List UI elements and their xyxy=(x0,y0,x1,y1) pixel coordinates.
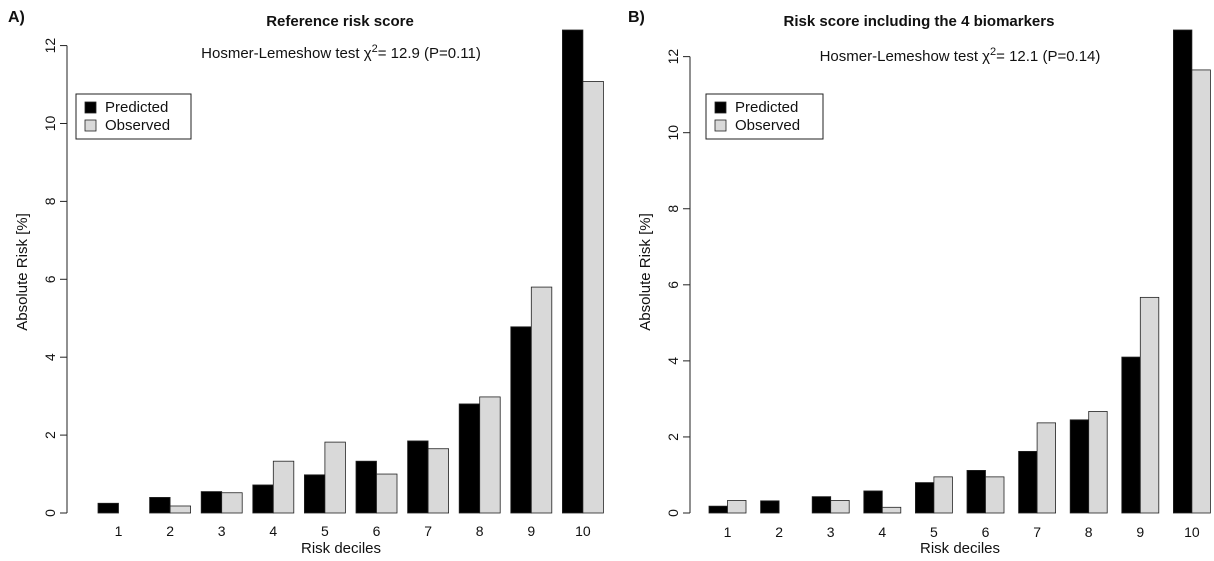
bar-observed xyxy=(1191,69,1211,514)
y-tick-label: 2 xyxy=(665,433,681,441)
bar-observed xyxy=(830,500,850,514)
panel-label: B) xyxy=(628,9,645,26)
bar-predicted xyxy=(966,470,986,514)
bar-observed xyxy=(324,441,346,514)
bar-predicted xyxy=(708,505,728,514)
y-tick-label: 8 xyxy=(665,205,681,213)
bar-predicted xyxy=(562,29,584,514)
bar-predicted xyxy=(1121,356,1141,514)
bar-observed xyxy=(479,396,501,514)
x-tick-label: 7 xyxy=(424,523,432,539)
legend-label: Observed xyxy=(735,117,800,134)
y-tick-label: 0 xyxy=(42,509,58,517)
bar-predicted xyxy=(149,497,171,514)
bar-observed xyxy=(881,506,902,514)
x-tick-label: 5 xyxy=(930,524,938,540)
bar-observed xyxy=(376,473,398,514)
x-tick-label: 8 xyxy=(1085,524,1093,540)
x-tick-label: 10 xyxy=(1184,524,1200,540)
bar-predicted xyxy=(915,482,935,514)
y-tick-label: 2 xyxy=(42,431,58,439)
x-tick-label: 4 xyxy=(269,523,277,539)
bar-predicted xyxy=(1069,419,1090,514)
x-tick-label: 4 xyxy=(878,524,886,540)
bar-observed xyxy=(530,286,553,514)
x-tick-label: 10 xyxy=(575,523,591,539)
bar-observed xyxy=(582,81,604,514)
y-tick-label: 12 xyxy=(665,49,681,65)
chart-title: Risk score including the 4 biomarkers xyxy=(784,13,1055,30)
hl-annotation: Hosmer-Lemeshow test χ2= 12.1 (P=0.14) xyxy=(820,46,1101,65)
x-tick-label: 2 xyxy=(775,524,783,540)
bar-observed xyxy=(169,505,192,514)
y-tick-label: 12 xyxy=(42,38,58,54)
bar-predicted xyxy=(303,474,326,514)
legend-swatch xyxy=(84,101,97,114)
legend-box xyxy=(705,93,824,140)
y-tick-label: 10 xyxy=(665,125,681,141)
bar-predicted xyxy=(355,460,377,514)
x-tick-label: 1 xyxy=(115,523,123,539)
bar-observed xyxy=(933,476,953,514)
y-tick-label: 4 xyxy=(42,353,58,361)
bar-predicted xyxy=(760,500,780,514)
bar-predicted xyxy=(811,496,832,514)
x-tick-label: 5 xyxy=(321,523,329,539)
x-tick-label: 8 xyxy=(476,523,484,539)
bar-predicted xyxy=(1173,29,1193,514)
x-tick-label: 3 xyxy=(827,524,835,540)
x-tick-label: 2 xyxy=(166,523,174,539)
y-tick-label: 8 xyxy=(42,197,58,205)
x-tick-label: 9 xyxy=(527,523,535,539)
panel-label: A) xyxy=(8,9,25,26)
bar-observed xyxy=(221,492,243,514)
x-tick-label: 6 xyxy=(982,524,990,540)
legend-label: Predicted xyxy=(105,99,168,116)
chart-title: Reference risk score xyxy=(266,13,414,30)
x-tick-label: 1 xyxy=(724,524,732,540)
bar-observed xyxy=(272,460,295,514)
bar-observed xyxy=(1036,422,1056,514)
bar-predicted xyxy=(458,403,481,514)
y-tick-label: 6 xyxy=(665,281,681,289)
bar-predicted xyxy=(97,502,119,514)
bar-observed xyxy=(1139,296,1160,514)
bar-observed xyxy=(427,448,450,514)
x-tick-label: 6 xyxy=(373,523,381,539)
bar-observed xyxy=(985,476,1005,514)
y-axis-label: Absolute Risk [%] xyxy=(14,213,31,331)
bar-predicted xyxy=(252,484,274,514)
bar-observed xyxy=(1088,411,1108,514)
x-tick-label: 9 xyxy=(1136,524,1144,540)
y-tick-label: 6 xyxy=(42,275,58,283)
bar-observed xyxy=(727,500,747,514)
legend-box xyxy=(75,93,192,140)
legend-swatch xyxy=(714,119,727,132)
y-tick-label: 10 xyxy=(42,115,58,131)
legend-swatch xyxy=(714,101,727,114)
bar-predicted xyxy=(1018,450,1038,514)
x-axis-label: Risk deciles xyxy=(301,540,381,557)
legend-swatch xyxy=(84,119,97,132)
x-tick-label: 3 xyxy=(218,523,226,539)
hl-annotation: Hosmer-Lemeshow test χ2= 12.9 (P=0.11) xyxy=(201,43,481,62)
bar-predicted xyxy=(407,440,429,514)
y-axis-label: Absolute Risk [%] xyxy=(637,213,654,331)
y-tick-label: 4 xyxy=(665,357,681,365)
chart-panel-1: A) Reference risk score Hosmer-Lemeshow te… xyxy=(8,9,604,557)
y-tick-label: 0 xyxy=(665,509,681,517)
x-axis-label: Risk deciles xyxy=(920,540,1000,557)
chart-panel-2: B) Risk score including the 4 biomarkers H… xyxy=(628,9,1211,557)
legend-label: Observed xyxy=(105,117,170,134)
bar-predicted xyxy=(510,326,532,514)
x-tick-label: 7 xyxy=(1033,524,1041,540)
legend-label: Predicted xyxy=(735,99,798,116)
bar-predicted xyxy=(200,491,223,514)
bar-predicted xyxy=(863,490,883,514)
